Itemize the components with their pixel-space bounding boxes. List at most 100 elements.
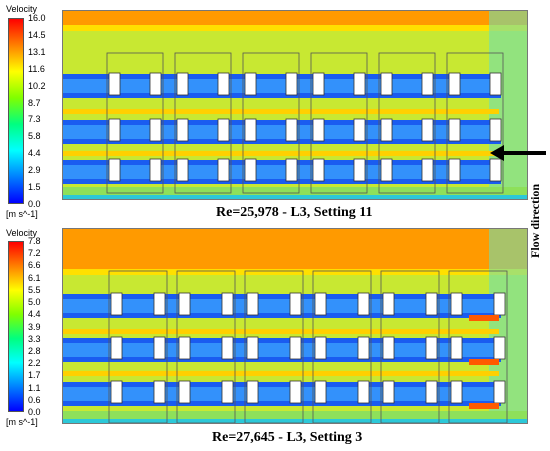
- legend-unit: [m s^-1]: [6, 209, 38, 219]
- legend-tick-label: 16.0: [28, 13, 46, 23]
- obstacle-block: [149, 72, 162, 96]
- obstacle-block: [493, 380, 506, 404]
- obstacle-block: [357, 336, 370, 360]
- obstacle-block: [312, 118, 325, 142]
- legend-tick-label: 3.9: [28, 321, 41, 332]
- velocity-field-bottom: [62, 228, 528, 424]
- top-jet-edge: [63, 269, 527, 275]
- legend-tick-label: 6.1: [28, 272, 41, 283]
- obstacle-group-outline: [174, 52, 232, 194]
- obstacle-block: [178, 336, 191, 360]
- obstacle-block: [489, 118, 502, 142]
- obstacle-block: [493, 292, 506, 316]
- inter-row-jet: [63, 151, 499, 156]
- obstacle-block: [314, 380, 327, 404]
- top-jet-region: [63, 11, 527, 25]
- legend-tick-label: 10.2: [28, 80, 46, 91]
- obstacle-block: [217, 118, 230, 142]
- obstacle-group-outline: [244, 270, 304, 423]
- obstacle-block: [489, 72, 502, 96]
- obstacle-block: [221, 336, 234, 360]
- obstacle-block: [425, 380, 438, 404]
- legend-tick-label: 8.7: [28, 97, 41, 108]
- high-velocity-jet: [469, 359, 499, 365]
- legend-unit: [m s^-1]: [6, 417, 38, 427]
- obstacle-block: [357, 292, 370, 316]
- velocity-field-top: [62, 10, 528, 200]
- legend-tick-label: 5.8: [28, 131, 41, 142]
- obstacle-block: [108, 118, 121, 142]
- obstacle-group-outline: [176, 270, 236, 423]
- obstacle-block: [289, 380, 302, 404]
- obstacle-block: [312, 158, 325, 182]
- bottom-wall-band: [63, 419, 527, 423]
- obstacle-block: [221, 292, 234, 316]
- obstacle-block: [353, 158, 366, 182]
- legend-tick-label: 2.2: [28, 358, 41, 369]
- obstacle-block: [110, 336, 123, 360]
- obstacle-block: [314, 336, 327, 360]
- legend-tick-label: 1.5: [28, 182, 41, 193]
- legend-tick-label: 14.5: [28, 29, 46, 40]
- legend-tick-label: 7.2: [28, 248, 41, 259]
- obstacle-block: [221, 380, 234, 404]
- obstacle-block: [285, 158, 298, 182]
- legend-tick-label: 0.0: [28, 407, 41, 417]
- obstacle-group-outline: [448, 270, 508, 423]
- arrowhead: [490, 145, 504, 161]
- legend-tick-label: 4.4: [28, 148, 41, 159]
- obstacle-block: [382, 336, 395, 360]
- obstacle-block: [421, 118, 434, 142]
- caption-top: Re=25,978 - L3, Setting 11: [216, 205, 373, 220]
- obstacle-block: [108, 72, 121, 96]
- obstacle-block: [450, 336, 463, 360]
- legend-tick-label: 1.7: [28, 370, 41, 381]
- legend-tick-label: 6.6: [28, 260, 41, 271]
- legend-tick-label: 2.8: [28, 345, 41, 356]
- velocity-contour-plot: [63, 229, 527, 423]
- obstacle-block: [380, 72, 393, 96]
- obstacle-group-outline: [378, 52, 436, 194]
- obstacle-group-outline: [242, 52, 300, 194]
- legend-tick-label: 0.0: [28, 199, 41, 209]
- obstacle-group-outline: [108, 270, 168, 423]
- obstacle-block: [312, 72, 325, 96]
- obstacle-block: [489, 158, 502, 182]
- obstacle-block: [246, 336, 259, 360]
- obstacle-group-outline: [446, 52, 504, 194]
- obstacle-block: [110, 292, 123, 316]
- obstacle-block: [110, 380, 123, 404]
- inter-row-jet: [63, 109, 499, 114]
- obstacle-block: [246, 380, 259, 404]
- high-velocity-jet: [469, 403, 499, 409]
- obstacle-block: [176, 72, 189, 96]
- obstacle-block: [421, 72, 434, 96]
- obstacle-block: [217, 72, 230, 96]
- legend-title: Velocity: [6, 4, 38, 14]
- obstacle-block: [353, 72, 366, 96]
- obstacle-block: [448, 72, 461, 96]
- flow-direction-label: Flow direction: [528, 183, 542, 258]
- velocity-legend-bottom: Velocity 7.8 7.2 6.6 6.1 5.5 5.0 4.4 3.9 3.3 2.8 2…: [6, 228, 56, 433]
- obstacle-block: [244, 118, 257, 142]
- legend-title: Velocity: [6, 228, 38, 238]
- obstacle-block: [285, 72, 298, 96]
- obstacle-block: [289, 336, 302, 360]
- obstacle-block: [450, 380, 463, 404]
- obstacle-block: [289, 292, 302, 316]
- obstacle-block: [108, 158, 121, 182]
- top-jet-edge: [63, 25, 527, 31]
- colorbar: [8, 241, 24, 412]
- obstacle-group-outline: [380, 270, 440, 423]
- inter-row-jet: [63, 371, 499, 376]
- legend-tick-label: 3.3: [28, 333, 41, 344]
- obstacle-block: [493, 336, 506, 360]
- legend-tick-label: 5.5: [28, 284, 41, 295]
- bottom-wall-band: [63, 195, 527, 199]
- obstacle-block: [153, 336, 166, 360]
- obstacle-block: [382, 292, 395, 316]
- obstacle-block: [380, 158, 393, 182]
- obstacle-group-outline: [312, 270, 372, 423]
- obstacle-block: [246, 292, 259, 316]
- obstacle-block: [421, 158, 434, 182]
